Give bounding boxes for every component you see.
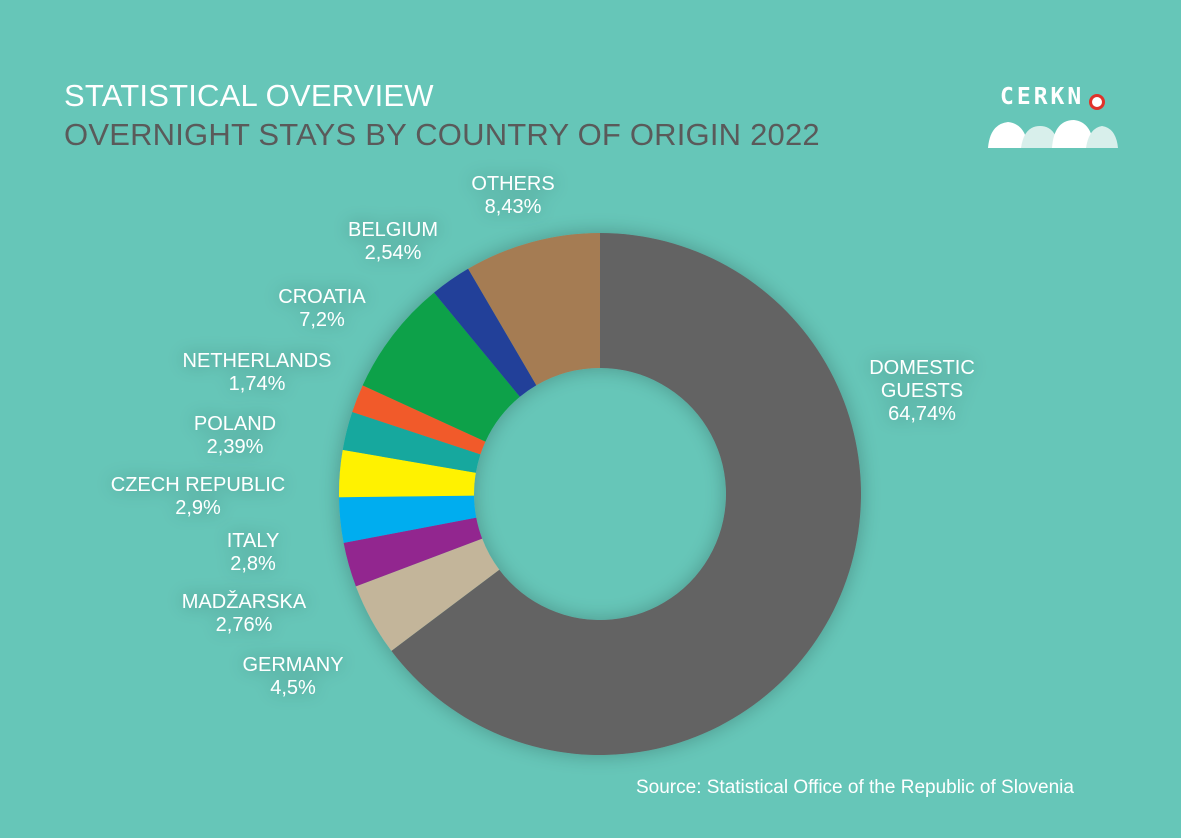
chart-title: STATISTICAL OVERVIEW [64,78,434,113]
chart-subtitle: OVERNIGHT STAYS BY COUNTRY OF ORIGIN 202… [64,117,820,152]
slice-netherlands [352,385,486,455]
slice-others [468,233,600,386]
slice-mad-arska [343,517,483,587]
slice-czech-republic [339,449,476,498]
slice-italy [339,495,477,543]
slice-label: DOMESTIC GUESTS 64,74% [869,357,975,425]
slice-label: OTHERS 8,43% [471,173,554,218]
slice-croatia [362,292,520,442]
slice-domestic-guests [391,233,861,755]
slice-belgium [434,268,537,397]
slice-label: ITALY 2,8% [227,530,280,575]
slice-poland [342,411,481,473]
slice-label: NETHERLANDS 1,74% [183,350,332,395]
cerkno-logo: CERKN [988,84,1120,150]
logo-ring-icon [1089,94,1105,110]
slice-label: CROATIA 7,2% [278,286,366,331]
source-note: Source: Statistical Office of the Republ… [636,777,1074,798]
logo-text: CERKN [1000,84,1085,110]
slice-germany [355,538,500,651]
slice-label: GERMANY 4,5% [242,654,343,699]
slice-label: CZECH REPUBLIC 2,9% [111,474,285,519]
slice-label: BELGIUM 2,54% [348,219,438,264]
logo-hills-icon [988,120,1118,148]
slice-label: MADŽARSKA 2,76% [182,590,307,636]
slice-label: POLAND 2,39% [194,413,276,458]
